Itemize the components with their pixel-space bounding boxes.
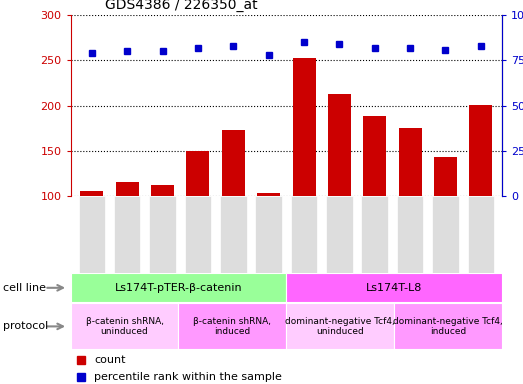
Bar [185,196,211,273]
Bar [286,303,394,349]
Bar [292,58,315,196]
Bar [469,105,492,196]
Bar [286,273,502,302]
Bar [81,191,104,196]
Bar [114,196,141,273]
Bar [363,116,386,196]
Bar [222,130,245,196]
Bar [220,196,246,273]
Bar [78,196,105,273]
Text: Ls174T-L8: Ls174T-L8 [366,283,423,293]
Text: Ls174T-pTER-β-catenin: Ls174T-pTER-β-catenin [115,283,242,293]
Bar [468,196,494,273]
Text: dominant-negative Tcf4,
uninduced: dominant-negative Tcf4, uninduced [286,317,395,336]
Bar [394,303,502,349]
Bar [434,157,457,196]
Bar [149,196,176,273]
Bar [361,196,388,273]
Bar [397,196,424,273]
Text: β-catenin shRNA,
induced: β-catenin shRNA, induced [194,317,271,336]
Bar [71,273,286,302]
Bar [257,193,280,196]
Bar [432,196,459,273]
Bar [71,303,178,349]
Text: cell line: cell line [3,283,46,293]
Bar [255,196,282,273]
Text: β-catenin shRNA,
uninduced: β-catenin shRNA, uninduced [86,317,164,336]
Bar [116,182,139,196]
Bar [186,151,209,196]
Bar [399,128,422,196]
Bar [178,303,286,349]
Bar [151,185,174,196]
Text: dominant-negative Tcf4,
induced: dominant-negative Tcf4, induced [393,317,503,336]
Bar [328,94,351,196]
Text: protocol: protocol [3,321,48,331]
Text: GDS4386 / 226350_at: GDS4386 / 226350_at [105,0,258,12]
Text: percentile rank within the sample: percentile rank within the sample [94,372,282,382]
Bar [326,196,353,273]
Text: count: count [94,355,126,365]
Bar [291,196,317,273]
